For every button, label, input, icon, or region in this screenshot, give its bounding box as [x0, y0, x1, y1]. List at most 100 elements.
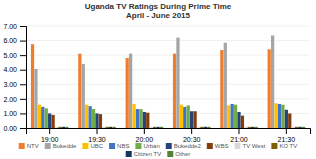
bar [89, 106, 92, 128]
bar [271, 35, 274, 128]
chart: Uganda TV Ratings During Prime TimeApril… [0, 0, 316, 159]
bar [34, 69, 37, 128]
y-tick: 1.00 [3, 110, 26, 117]
y-tick-mark [20, 26, 26, 27]
legend-swatch [45, 143, 51, 149]
legend-item: Bukedde [45, 143, 77, 149]
x-axis-line [27, 129, 311, 135]
bar [176, 38, 179, 128]
x-tick: 20:00 [136, 128, 154, 143]
bar [244, 127, 247, 128]
y-tick-label: 2.00 [3, 96, 17, 103]
bar-series [55, 127, 295, 128]
bar [143, 112, 146, 128]
title: Uganda TV Ratings During Prime TimeApril… [85, 2, 232, 20]
grid-line [26, 69, 310, 70]
legend-item: Urban [135, 143, 159, 149]
bar [251, 127, 254, 128]
y-axis-line [20, 27, 27, 129]
legend-swatch [19, 143, 25, 149]
bar [102, 127, 105, 128]
bar [204, 127, 207, 128]
bar [207, 127, 210, 128]
x-tick-label: 19:30 [88, 136, 106, 143]
bar [109, 127, 112, 128]
bar-series [45, 105, 285, 128]
legend-swatch [271, 143, 277, 149]
bar [255, 127, 258, 128]
grid [26, 26, 310, 128]
bar [197, 127, 200, 128]
bar [160, 127, 163, 128]
x-tick: 20:30 [183, 128, 201, 143]
bar [224, 43, 227, 128]
grid-line [26, 113, 310, 114]
legend-item: UBC [82, 143, 103, 149]
bar [288, 113, 291, 128]
bar-series [65, 127, 305, 128]
bar-series [31, 44, 271, 128]
bar [129, 54, 132, 128]
bar [281, 105, 284, 128]
legend-swatch [126, 151, 132, 157]
x-tick-mark [97, 128, 98, 134]
y-tick-label: 7.00 [3, 23, 17, 30]
bar [183, 107, 186, 128]
y-tick: 7.00 [3, 23, 26, 30]
bar [220, 50, 223, 128]
y-tick: 3.00 [3, 81, 26, 88]
legend-swatch [82, 143, 88, 149]
x-tick-mark [239, 128, 240, 134]
legend-item: NBS [109, 143, 129, 149]
y-tick-mark [20, 128, 26, 129]
bar [106, 127, 109, 128]
legend-label: NTV [27, 143, 39, 149]
bar-series [58, 127, 298, 128]
grid-line [26, 55, 310, 56]
bar [153, 127, 156, 128]
legend-label: NBS [117, 143, 129, 149]
legend-label: Bukedde [53, 143, 77, 149]
legend-swatch [234, 143, 240, 149]
bar [92, 109, 95, 128]
legend-item: TV West [234, 143, 265, 149]
y-tick: 6.00 [3, 37, 26, 44]
bar [274, 103, 277, 128]
legend-label: Urban [143, 143, 159, 149]
x-tick-label: 20:00 [136, 136, 154, 143]
bar [193, 111, 196, 128]
bar [190, 111, 193, 128]
x-tick: 19:00 [41, 128, 59, 143]
title-line: April - June 2015 [126, 11, 191, 20]
bars [31, 35, 305, 128]
y-tick: 0.00 [3, 125, 26, 132]
y-tick-mark [20, 99, 26, 100]
x-tick-mark [286, 128, 287, 134]
y-tick-mark [20, 55, 26, 56]
bar [150, 127, 153, 128]
bar [200, 127, 203, 128]
x-tick: 19:30 [88, 128, 106, 143]
bar [156, 127, 159, 128]
bar [58, 127, 61, 128]
bar [82, 64, 85, 128]
bar [85, 105, 88, 128]
x-axis: 19:0019:3020:0020:3021:0021:30 [27, 128, 311, 143]
bar [268, 49, 271, 128]
y-tick-mark [20, 113, 26, 114]
legend-item: Citizen TV [126, 151, 162, 157]
bar [78, 54, 81, 128]
bar-series [41, 104, 281, 128]
bar [62, 127, 65, 128]
bar [139, 109, 142, 128]
bar [241, 116, 244, 128]
grid-line [26, 84, 310, 85]
y-axis: 0.001.002.003.004.005.006.007.00 [3, 23, 26, 132]
bar [187, 105, 190, 128]
bar-series [34, 35, 274, 128]
bar [234, 105, 237, 128]
legend-item: NTV [19, 143, 39, 149]
grid-line [26, 26, 310, 27]
bar [248, 127, 251, 128]
legend-swatch [167, 151, 173, 157]
